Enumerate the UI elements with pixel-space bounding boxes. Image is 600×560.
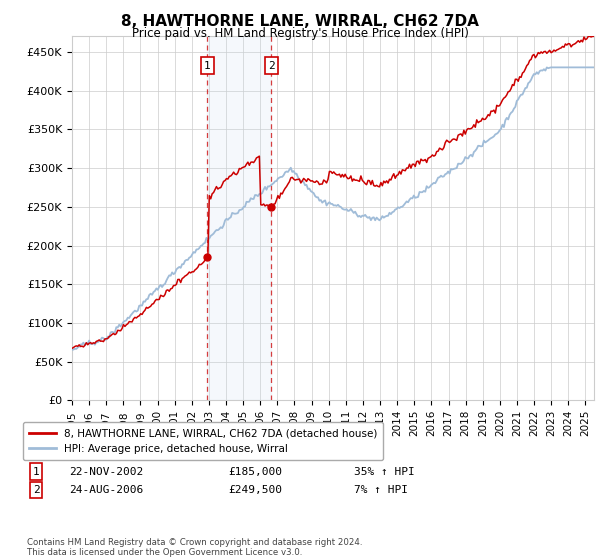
Text: 2: 2 — [32, 485, 40, 495]
Text: £185,000: £185,000 — [228, 466, 282, 477]
Text: 2: 2 — [268, 60, 275, 71]
Text: 24-AUG-2006: 24-AUG-2006 — [69, 485, 143, 495]
Legend: 8, HAWTHORNE LANE, WIRRAL, CH62 7DA (detached house), HPI: Average price, detach: 8, HAWTHORNE LANE, WIRRAL, CH62 7DA (det… — [23, 422, 383, 460]
Text: 1: 1 — [204, 60, 211, 71]
Text: Contains HM Land Registry data © Crown copyright and database right 2024.
This d: Contains HM Land Registry data © Crown c… — [27, 538, 362, 557]
Text: £249,500: £249,500 — [228, 485, 282, 495]
Text: 7% ↑ HPI: 7% ↑ HPI — [354, 485, 408, 495]
Text: 8, HAWTHORNE LANE, WIRRAL, CH62 7DA: 8, HAWTHORNE LANE, WIRRAL, CH62 7DA — [121, 14, 479, 29]
Text: Price paid vs. HM Land Registry's House Price Index (HPI): Price paid vs. HM Land Registry's House … — [131, 27, 469, 40]
Bar — [207, 36, 271, 400]
Text: 35% ↑ HPI: 35% ↑ HPI — [354, 466, 415, 477]
Text: 1: 1 — [32, 466, 40, 477]
Text: 22-NOV-2002: 22-NOV-2002 — [69, 466, 143, 477]
